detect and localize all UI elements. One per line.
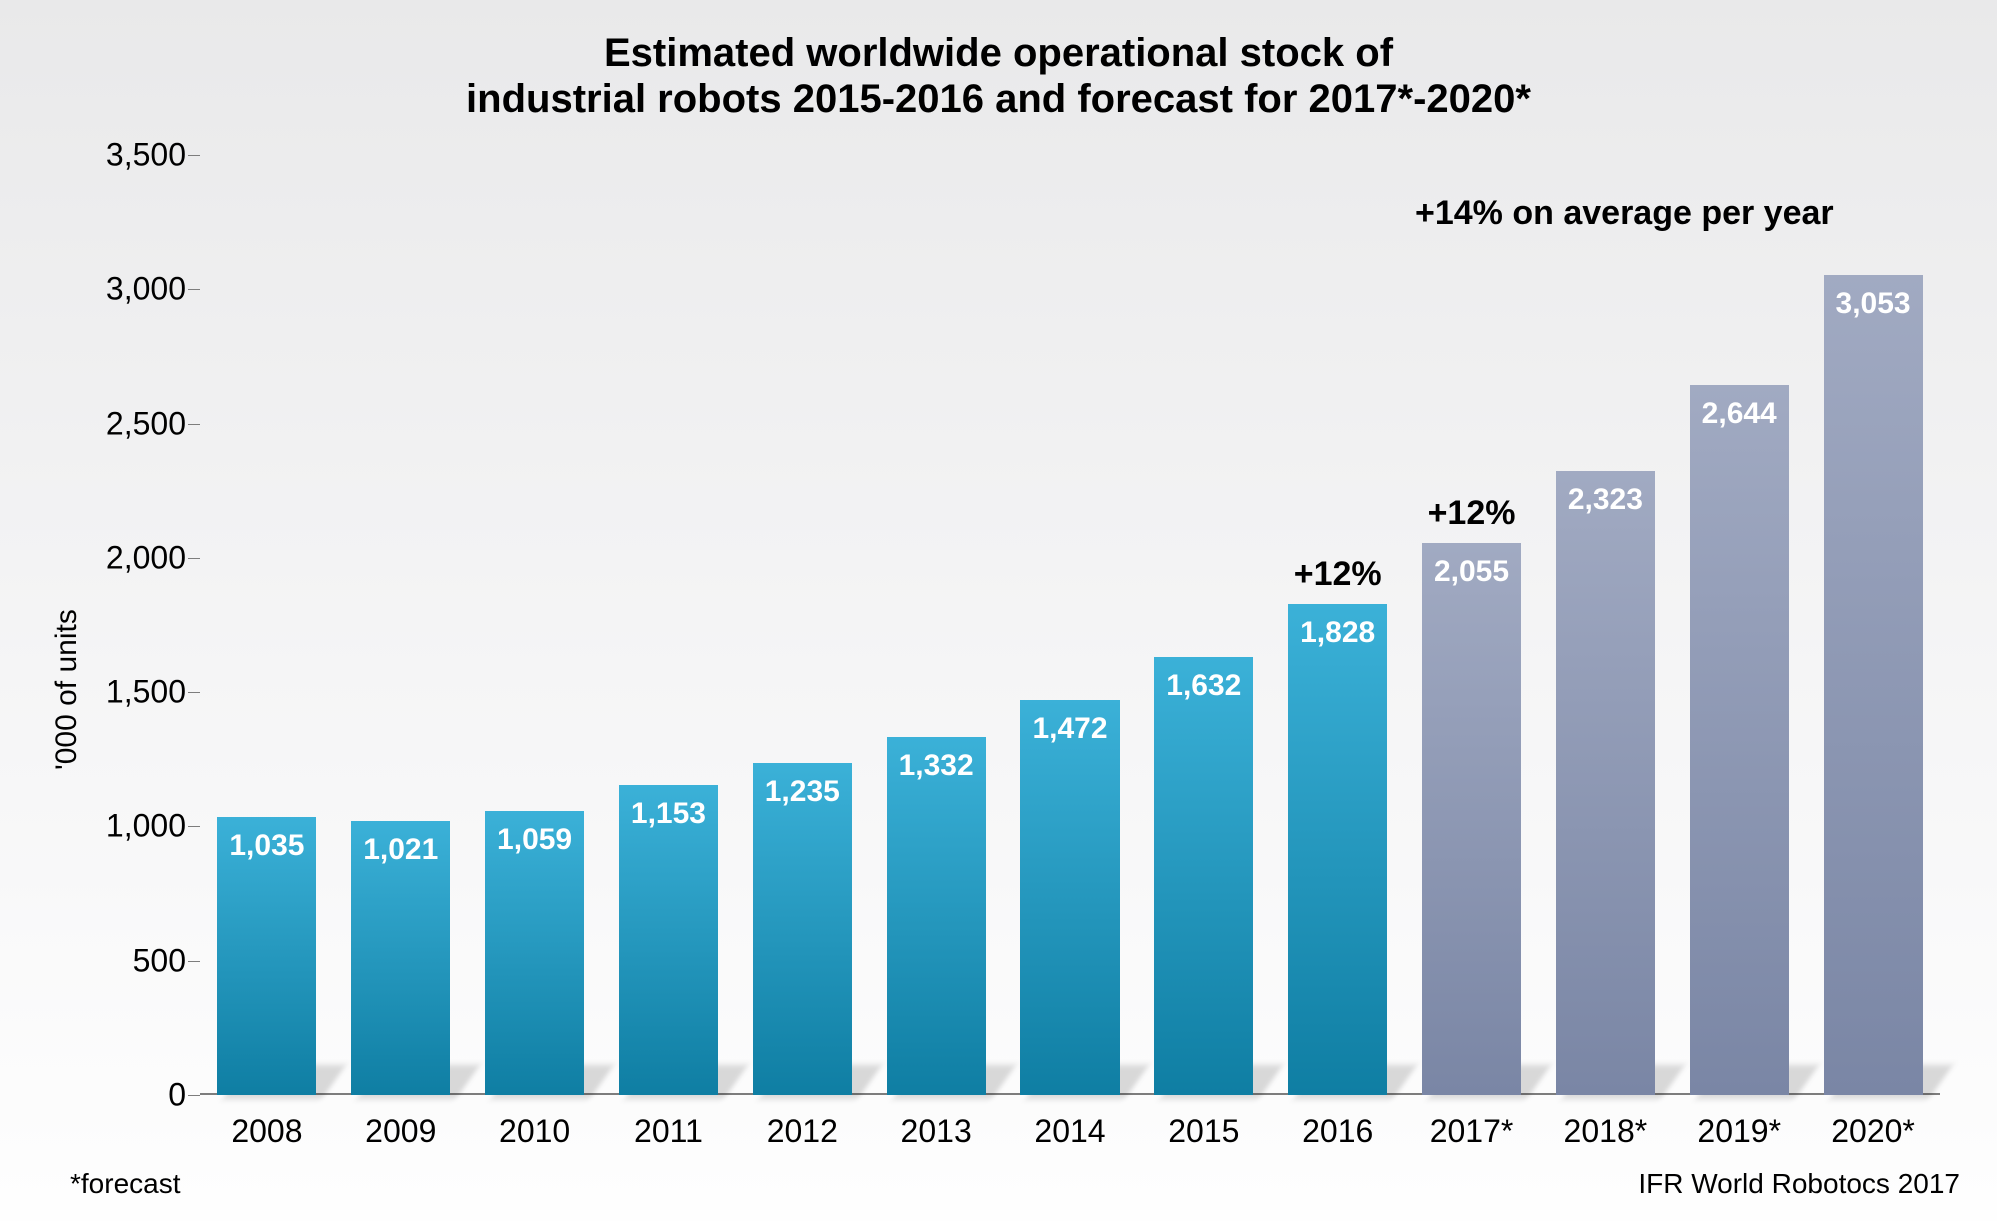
y-tick-label: 2,500 xyxy=(106,405,200,442)
x-tick-label: 2018* xyxy=(1538,1095,1672,1150)
x-tick-label: 2009 xyxy=(334,1095,468,1150)
bar-annotation: +12% xyxy=(1422,494,1521,533)
x-tick-label: 2008 xyxy=(200,1095,334,1150)
x-tick-label: 2020* xyxy=(1806,1095,1940,1150)
y-tick-mark xyxy=(188,826,200,827)
bar-forecast: 2,644 xyxy=(1690,385,1789,1095)
bar-slot: 1,332 xyxy=(887,737,986,1095)
x-tick-label: 2016 xyxy=(1271,1095,1405,1150)
y-tick-label: 1,000 xyxy=(106,808,200,845)
bar-actual: 1,059 xyxy=(485,811,584,1095)
bar-value-label: 2,323 xyxy=(1556,477,1655,517)
bar-value-label: 1,332 xyxy=(887,743,986,783)
bar-actual: 1,153 xyxy=(619,785,718,1095)
bar-slot: 1,828+12% xyxy=(1288,604,1387,1095)
bar-actual: 1,035 xyxy=(217,817,316,1095)
bar-forecast: 3,053 xyxy=(1824,275,1923,1095)
bar-forecast: 2,323 xyxy=(1556,471,1655,1095)
y-tick-mark xyxy=(188,1095,200,1096)
bar-slot: 2,644 xyxy=(1690,385,1789,1095)
x-tick-label: 2011 xyxy=(602,1095,736,1150)
bar-actual: 1,021 xyxy=(351,821,450,1095)
bar-actual: 1,828 xyxy=(1288,604,1387,1095)
y-tick-mark xyxy=(188,289,200,290)
bar-value-label: 1,059 xyxy=(485,817,584,857)
chart-page: Estimated worldwide operational stock of… xyxy=(0,0,1997,1221)
y-tick-label: 1,500 xyxy=(106,674,200,711)
x-tick-label: 2012 xyxy=(735,1095,869,1150)
bar-value-label: 2,055 xyxy=(1422,549,1521,589)
chart-title-line2: industrial robots 2015-2016 and forecast… xyxy=(466,77,1531,121)
bar-value-label: 1,235 xyxy=(753,769,852,809)
bars-layer: 1,035 1,021 1,059 1,153 1,235 1,332 1,472 1,632… xyxy=(200,155,1940,1095)
bar-value-label: 1,035 xyxy=(217,823,316,863)
bar-value-label: 1,153 xyxy=(619,791,718,831)
bar-actual: 1,632 xyxy=(1154,657,1253,1095)
x-tick-label: 2010 xyxy=(468,1095,602,1150)
y-tick-label: 3,500 xyxy=(106,137,200,174)
bar-value-label: 3,053 xyxy=(1824,281,1923,321)
bar-slot: 2,323 xyxy=(1556,471,1655,1095)
footnote: *forecast xyxy=(70,1168,181,1200)
bar-slot: 1,059 xyxy=(485,811,584,1095)
bar-slot: 3,053 xyxy=(1824,275,1923,1095)
chart-title: Estimated worldwide operational stock of… xyxy=(0,30,1997,122)
bar-value-label: 1,472 xyxy=(1020,706,1119,746)
x-tick-label: 2015 xyxy=(1137,1095,1271,1150)
y-tick-mark xyxy=(188,961,200,962)
bar-actual: 1,332 xyxy=(887,737,986,1095)
y-tick-label: 2,000 xyxy=(106,539,200,576)
bar-value-label: 1,021 xyxy=(351,827,450,867)
source-label: IFR World Robotocs 2017 xyxy=(1638,1168,1960,1200)
bar-slot: 2,055+12% xyxy=(1422,543,1521,1095)
y-tick-label: 3,000 xyxy=(106,271,200,308)
bar-actual: 1,472 xyxy=(1020,700,1119,1095)
y-tick-mark xyxy=(188,155,200,156)
y-axis-label: '000 of units xyxy=(50,609,84,770)
bar-forecast: 2,055 xyxy=(1422,543,1521,1095)
x-tick-label: 2019* xyxy=(1672,1095,1806,1150)
y-tick-mark xyxy=(188,558,200,559)
plot-area: 1,035 1,021 1,059 1,153 1,235 1,332 1,472 1,632… xyxy=(200,155,1940,1095)
bar-actual: 1,235 xyxy=(753,763,852,1095)
x-tick-label: 2014 xyxy=(1003,1095,1137,1150)
bar-slot: 1,021 xyxy=(351,821,450,1095)
bar-slot: 1,035 xyxy=(217,817,316,1095)
bar-annotation: +12% xyxy=(1288,555,1387,594)
bar-value-label: 2,644 xyxy=(1690,391,1789,431)
bar-slot: 1,472 xyxy=(1020,700,1119,1095)
bar-slot: 1,632 xyxy=(1154,657,1253,1095)
y-tick-mark xyxy=(188,424,200,425)
bar-value-label: 1,632 xyxy=(1154,663,1253,703)
bar-slot: 1,235 xyxy=(753,763,852,1095)
x-tick-label: 2017* xyxy=(1405,1095,1539,1150)
bar-value-label: 1,828 xyxy=(1288,610,1387,650)
bar-slot: 1,153 xyxy=(619,785,718,1095)
x-tick-label: 2013 xyxy=(869,1095,1003,1150)
chart-title-line1: Estimated worldwide operational stock of xyxy=(604,31,1393,75)
y-tick-mark xyxy=(188,692,200,693)
